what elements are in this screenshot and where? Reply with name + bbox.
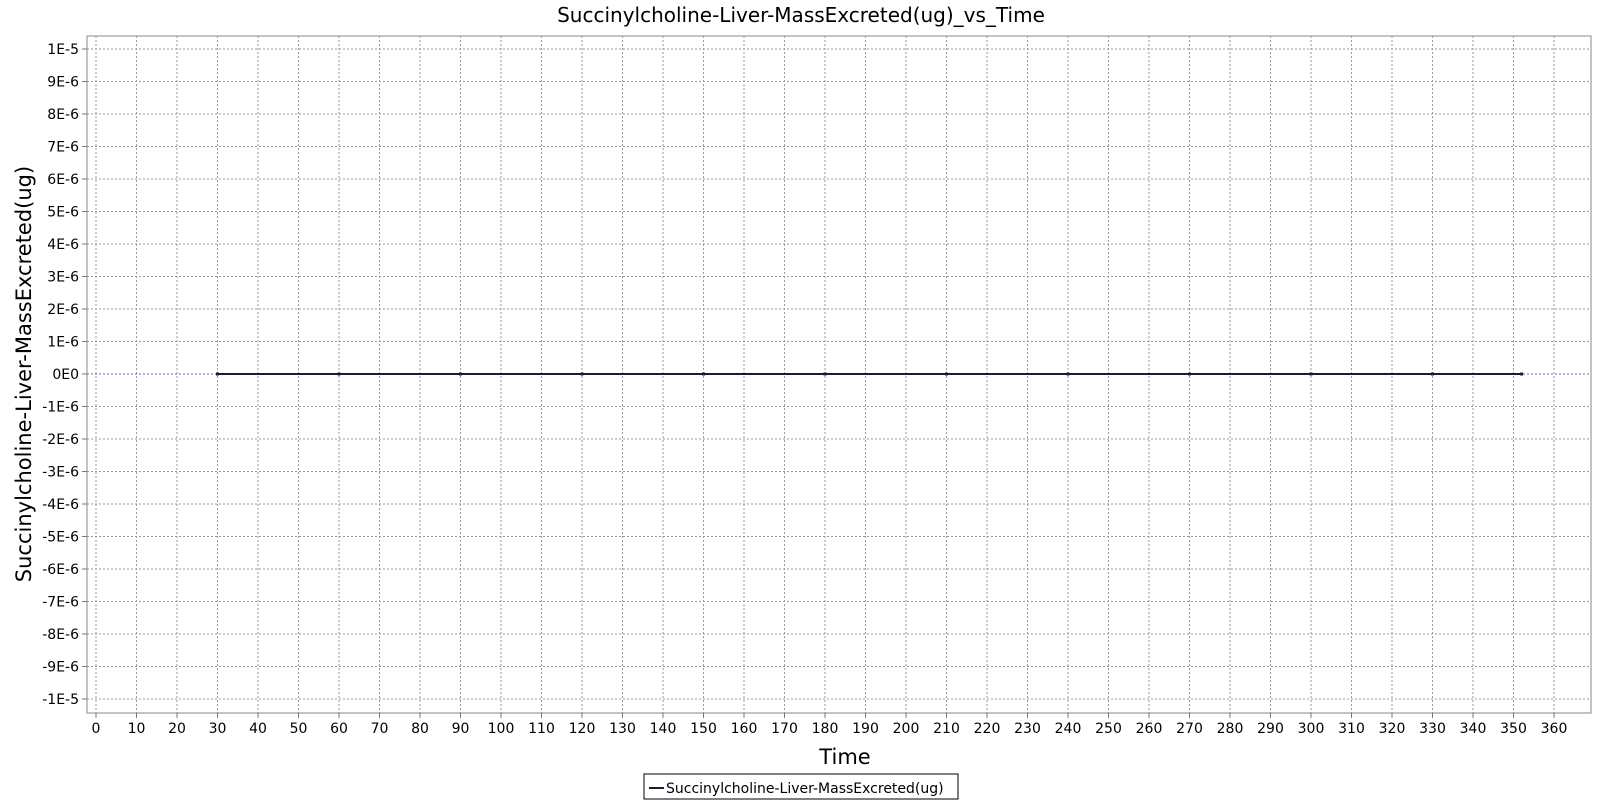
y-tick-label: 7E-6	[47, 140, 79, 156]
series-point	[1309, 372, 1313, 376]
x-tick-label: 260	[1136, 721, 1163, 737]
y-tick-label: -1E-5	[42, 692, 79, 708]
x-tick-label: 100	[488, 721, 515, 737]
x-tick-label: 30	[209, 721, 227, 737]
x-tick-label: 150	[690, 721, 717, 737]
x-tick-label: 360	[1541, 721, 1568, 737]
series-point	[945, 372, 948, 376]
series-point	[1188, 372, 1191, 376]
x-tick-label: 10	[128, 721, 146, 737]
y-tick-label: -9E-6	[42, 660, 79, 676]
y-tick-label: -5E-6	[42, 530, 79, 546]
x-tick-label: 350	[1500, 721, 1527, 737]
x-tick-label: 220	[974, 721, 1001, 737]
x-tick-label: 310	[1338, 721, 1365, 737]
y-tick-label: 2E-6	[47, 302, 79, 318]
series-point	[580, 372, 584, 376]
x-tick-label: 50	[290, 721, 308, 737]
y-tick-label: -3E-6	[42, 465, 79, 481]
x-tick-label: 0	[92, 721, 101, 737]
x-tick-label: 230	[1014, 721, 1041, 737]
y-axis-label: Succinylcholine-Liver-MassExcreted(ug)	[12, 166, 36, 582]
chart-title: Succinylcholine-Liver-MassExcreted(ug)_v…	[557, 3, 1045, 27]
x-tick-label: 290	[1257, 721, 1284, 737]
legend-box	[643, 773, 959, 800]
x-tick-label: 240	[1055, 721, 1082, 737]
x-tick-label: 210	[933, 721, 960, 737]
series-point	[337, 372, 341, 376]
x-tick-label: 250	[1095, 721, 1122, 737]
x-tick-label: 200	[893, 721, 920, 737]
y-tick-label: -2E-6	[42, 432, 79, 448]
series-point	[1520, 372, 1524, 376]
x-tick-label: 180	[812, 721, 839, 737]
x-tick-label: 120	[569, 721, 596, 737]
x-axis-ticks: 0 10 20 30 40 50 60 70 80 90 100 110 120 130 140 150 160…	[92, 713, 1568, 737]
y-tick-label: -7E-6	[42, 595, 79, 611]
y-tick-label: 9E-6	[47, 75, 79, 91]
series-point	[1431, 372, 1434, 376]
x-tick-label: 110	[528, 721, 555, 737]
y-tick-label: 6E-6	[47, 172, 79, 188]
legend: Succinylcholine-Liver-MassExcreted(ug)	[643, 773, 959, 800]
x-tick-label: 20	[168, 721, 186, 737]
y-tick-label: 5E-6	[47, 205, 79, 221]
x-tick-label: 90	[452, 721, 470, 737]
y-tick-label: -6E-6	[42, 562, 79, 578]
x-tick-label: 130	[609, 721, 636, 737]
y-tick-label: -4E-6	[42, 497, 79, 513]
series-point	[823, 372, 827, 376]
y-tick-label: -1E-6	[42, 400, 79, 416]
x-tick-label: 190	[852, 721, 879, 737]
x-tick-label: 320	[1379, 721, 1406, 737]
x-tick-label: 300	[1298, 721, 1325, 737]
grid	[87, 36, 1591, 713]
series-point	[1066, 372, 1070, 376]
x-tick-label: 340	[1460, 721, 1487, 737]
x-tick-label: 70	[371, 721, 389, 737]
series-point	[216, 372, 219, 376]
x-tick-label: 330	[1419, 721, 1446, 737]
x-tick-label: 40	[249, 721, 267, 737]
x-tick-label: 170	[771, 721, 798, 737]
y-tick-label: 8E-6	[47, 107, 79, 123]
x-tick-label: 270	[1176, 721, 1203, 737]
y-tick-label: 1E-5	[47, 42, 79, 58]
x-axis-label: Time	[818, 745, 870, 769]
series-point	[459, 372, 462, 376]
y-tick-label: 1E-6	[47, 335, 79, 351]
x-tick-label: 140	[650, 721, 677, 737]
x-tick-label: 80	[411, 721, 429, 737]
x-tick-label: 60	[330, 721, 348, 737]
y-axis-ticks: 1E-5 9E-6 8E-6 7E-6 6E-6 5E-6 4E-6 3E-6 2E-6 1E-6…	[42, 42, 87, 708]
y-tick-label: 3E-6	[47, 270, 79, 286]
series-layer	[216, 372, 1524, 376]
y-tick-label: -8E-6	[42, 627, 79, 643]
series-point	[702, 372, 705, 376]
y-tick-label: 0E0	[52, 367, 79, 383]
legend-label: Succinylcholine-Liver-MassExcreted(ug)	[666, 781, 944, 797]
y-tick-label: 4E-6	[47, 237, 79, 253]
x-tick-label: 160	[731, 721, 758, 737]
x-tick-label: 280	[1217, 721, 1244, 737]
